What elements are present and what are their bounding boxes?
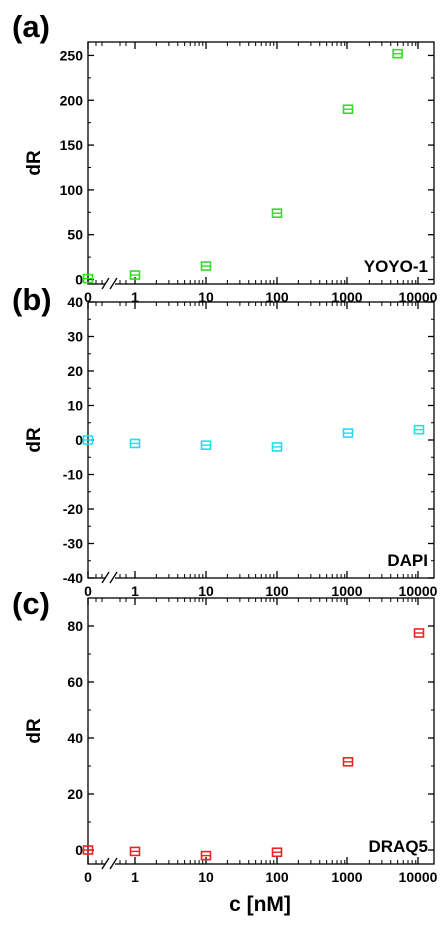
x-tick-label: 10000: [399, 869, 438, 885]
y-tick-label: 80: [67, 618, 83, 634]
axis-break-mark: [101, 277, 110, 290]
x-tick-label: 1000: [331, 869, 362, 885]
series-label: YOYO-1: [364, 257, 428, 276]
y-tick-label: 40: [67, 730, 83, 746]
x-tick-label: 100: [265, 869, 289, 885]
x-tick-label: 1: [131, 869, 139, 885]
x-tick-label: 0: [84, 869, 92, 885]
y-tick-label: 0: [75, 432, 83, 448]
x-tick-label: 10000: [399, 289, 438, 305]
y-tick-label: 100: [60, 182, 84, 198]
panel-label: (b): [12, 282, 52, 317]
panel-1: (a) 0 50 100 150 200 250 dR 0 1 10 100 1000 10000 YOYO…: [12, 9, 438, 305]
x-tick-label: 10: [198, 583, 214, 599]
axis-break-mark: [109, 857, 118, 870]
x-tick-label: 1: [131, 583, 139, 599]
panel-label: (a): [12, 9, 50, 44]
x-tick-label: 10: [198, 289, 214, 305]
y-tick-label: 50: [67, 227, 83, 243]
series-label: DAPI: [387, 551, 428, 570]
y-axis-title: dR: [24, 718, 45, 744]
x-tick-label: 10: [198, 869, 214, 885]
x-axis-title: c [nM]: [229, 893, 291, 916]
x-tick-label: 10000: [399, 583, 438, 599]
y-tick-label: -30: [63, 536, 83, 552]
y-axis-title: dR: [24, 427, 45, 453]
y-tick-label: 20: [67, 786, 83, 802]
y-tick-label: 40: [67, 294, 83, 310]
y-tick-label: -10: [63, 467, 83, 483]
plot-frame: [87, 597, 435, 865]
y-tick-label: -40: [63, 570, 83, 586]
panel-label: (c): [12, 586, 50, 621]
axis-break-gap: [105, 571, 115, 585]
x-tick-label: 1000: [331, 583, 362, 599]
y-tick-label: 0: [75, 842, 83, 858]
y-tick-label: 200: [60, 92, 84, 108]
axis-break-mark: [109, 277, 118, 290]
plot-frame: [87, 41, 435, 285]
x-tick-label: 1000: [331, 289, 362, 305]
y-tick-label: 150: [60, 137, 84, 153]
x-tick-label: 1: [131, 289, 139, 305]
x-tick-label: 0: [84, 289, 92, 305]
x-tick-label: 100: [265, 583, 289, 599]
y-tick-label: 30: [67, 329, 83, 345]
x-tick-label: 100: [265, 289, 289, 305]
axis-break-mark: [101, 571, 110, 584]
y-tick-label: 0: [75, 272, 83, 288]
y-tick-label: 10: [67, 398, 83, 414]
axis-break-gap: [105, 857, 115, 871]
axis-break-gap: [105, 277, 115, 291]
y-tick-label: 20: [67, 363, 83, 379]
y-tick-label: 60: [67, 674, 83, 690]
axis-break-mark: [101, 857, 110, 870]
y-axis-title: dR: [24, 150, 45, 176]
series-label: DRAQ5: [368, 837, 428, 856]
y-tick-label: -20: [63, 501, 83, 517]
y-tick-label: 250: [60, 47, 84, 63]
axis-break-mark: [109, 571, 118, 584]
x-tick-label: 0: [84, 583, 92, 599]
